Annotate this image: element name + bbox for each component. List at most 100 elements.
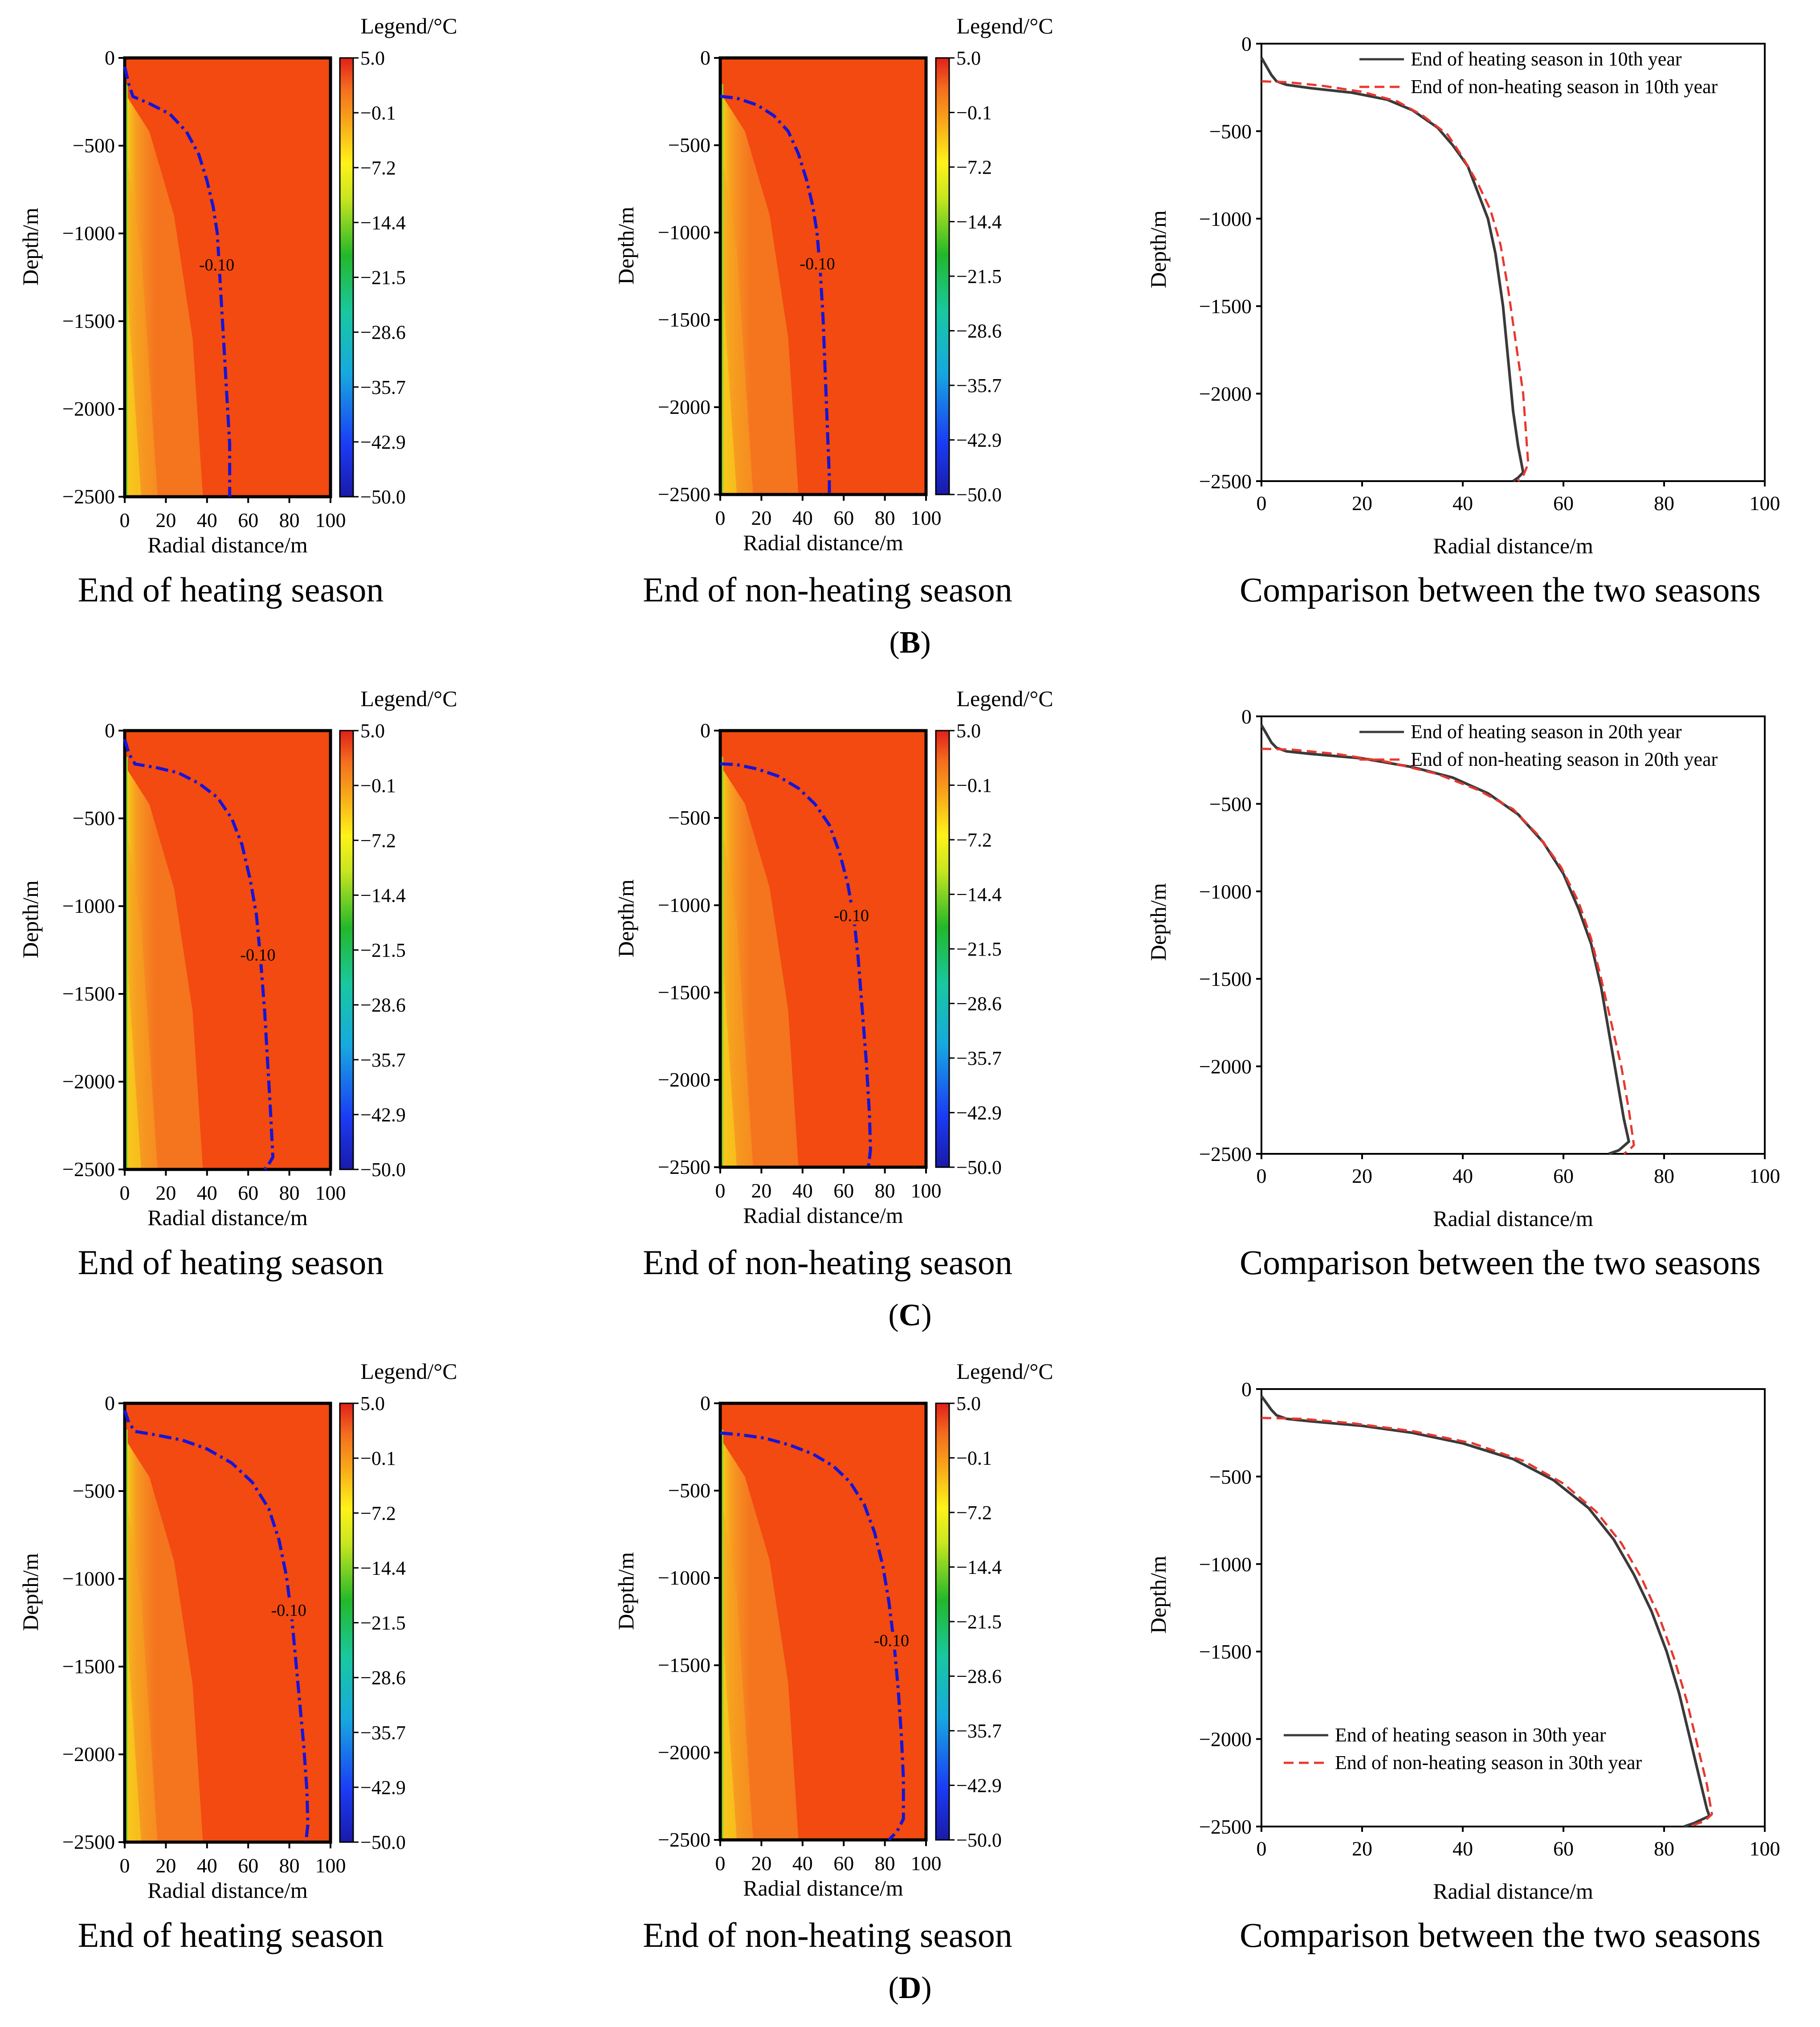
colorbar-tick-label: 5.0 [956,1393,981,1414]
colorbar-tick-label: −50.0 [360,486,406,508]
y-tick-label: 0 [105,719,115,742]
colorbar-title: Legend/°C [360,1359,457,1384]
colorbar-tick-label: 5.0 [956,720,981,742]
y-tick-label: −2000 [1199,1728,1252,1751]
x-tick-label: 20 [155,509,176,531]
y-tick-label: −2500 [1199,1815,1252,1838]
x-axis-label: Radial distance/m [743,530,903,555]
contour-label-bg [234,946,279,964]
y-tick-label: −2000 [62,397,115,420]
colorbar-tick-label: −35.7 [360,376,406,398]
colorbar-title: Legend/°C [360,13,457,38]
contour-label-bg [794,255,839,273]
colorbar-tick-label: −0.1 [956,102,992,124]
plot-frame [718,729,928,1169]
y-tick-label: 0 [700,719,710,742]
x-tick-label: 80 [279,1181,300,1204]
colorbar [935,730,950,1168]
contour-label: -0.10 [240,946,275,964]
legend-entry: End of heating season in 20th year [1411,721,1682,743]
caption-comparison: Comparison between the two seasons [1240,570,1761,609]
colorbar [339,730,354,1170]
colorbar-tick-label: −28.6 [956,320,1002,342]
y-tick-label: −500 [668,134,710,156]
y-tick-label: −1000 [62,895,115,917]
x-tick-label: 20 [751,1179,771,1202]
y-tick-label: −500 [668,1479,710,1502]
x-tick-label: 20 [751,1852,771,1875]
x-tick-label: 0 [715,507,726,529]
colorbar-tick-label: −0.1 [360,775,396,797]
colorbar-tick-label: −0.1 [956,1447,992,1469]
captions-row-C: End of heating season End of non-heating … [78,1243,1761,1332]
legend-entry: End of heating season in 10th year [1411,48,1682,70]
x-tick-label: 100 [911,1179,942,1202]
colorbar-tick-label: −35.7 [360,1049,406,1071]
x-tick-label: 80 [279,509,300,531]
colorbar-tick-label: 5.0 [360,720,385,742]
y-tick-label: −1000 [658,221,710,244]
y-tick-label: −1000 [658,894,710,916]
x-tick-label: 100 [315,1181,346,1204]
y-axis-label: Depth/m [1146,883,1171,961]
cold-zone-band [720,250,737,494]
x-tick-label: 100 [1750,492,1780,515]
x-tick-label: 0 [715,1852,726,1875]
x-tick-label: 0 [1257,1165,1267,1187]
legend-entry: End of heating season in 30th year [1335,1724,1606,1746]
cold-zone-band [720,923,737,1167]
y-axis-label: Depth/m [18,880,43,958]
colorbar-tick-label: −0.1 [956,775,992,797]
x-tick-label: 40 [197,1854,217,1877]
colorbar-tick-label: −50.0 [956,484,1002,506]
legend-entry: End of non-heating season in 10th year [1411,76,1718,98]
y-axis-label: Depth/m [18,1553,43,1631]
panel-letter: (C) [888,1298,931,1332]
colorbar [339,1402,354,1843]
colorbar-tick-label: −0.1 [360,102,396,124]
y-tick-label: −1000 [1199,208,1252,230]
plot-frame [123,1402,332,1844]
colorbar-tick-label: −28.6 [360,994,406,1016]
plot-frame [123,729,332,1171]
contour-label: -0.10 [834,906,869,925]
colorbar-tick-label: −28.6 [956,993,1002,1015]
y-tick-label: −500 [668,806,710,829]
colorbar-tick-label: −28.6 [956,1666,1002,1688]
legend-entry: End of non-heating season in 30th year [1335,1752,1642,1774]
colorbar-tick-label: −14.4 [360,1557,406,1579]
colorbar-tick-label: −35.7 [360,1722,406,1744]
y-axis-label: Depth/m [613,207,638,285]
x-tick-label: 100 [315,1854,346,1877]
contour-label-bg [193,256,238,274]
x-tick-label: 20 [155,1854,176,1877]
colorbar-tick-label: −28.6 [360,322,406,343]
colorbar-tick-label: −14.4 [956,1557,1002,1578]
colorbar-tick-label: −35.7 [956,1047,1002,1069]
x-axis-label: Radial distance/m [1433,1206,1593,1231]
cold-zone-band [125,1596,141,1842]
colorbar-title: Legend/°C [956,1359,1053,1384]
x-tick-label: 60 [238,1854,258,1877]
y-tick-label: −1000 [658,1566,710,1589]
y-tick-label: −1000 [1199,1553,1252,1576]
colorbar-tick-label: −0.1 [360,1447,396,1469]
x-tick-label: 0 [120,509,130,531]
x-tick-label: 60 [238,509,258,531]
caption-comparison: Comparison between the two seasons [1240,1243,1761,1282]
y-tick-label: −500 [73,134,115,157]
y-tick-label: −500 [1209,793,1252,815]
colorbar [935,1402,950,1841]
x-tick-label: 60 [238,1181,258,1204]
colorbar-tick-label: 5.0 [360,47,385,69]
y-tick-label: −1500 [658,1654,710,1676]
x-tick-label: 20 [1352,492,1372,515]
colorbar-tick-label: −42.9 [360,1777,406,1798]
y-tick-label: −1000 [62,222,115,245]
y-tick-label: −2500 [658,483,710,506]
x-tick-label: 80 [875,1179,895,1202]
contour-label-bg [828,907,873,925]
y-tick-label: −2500 [62,1158,115,1181]
